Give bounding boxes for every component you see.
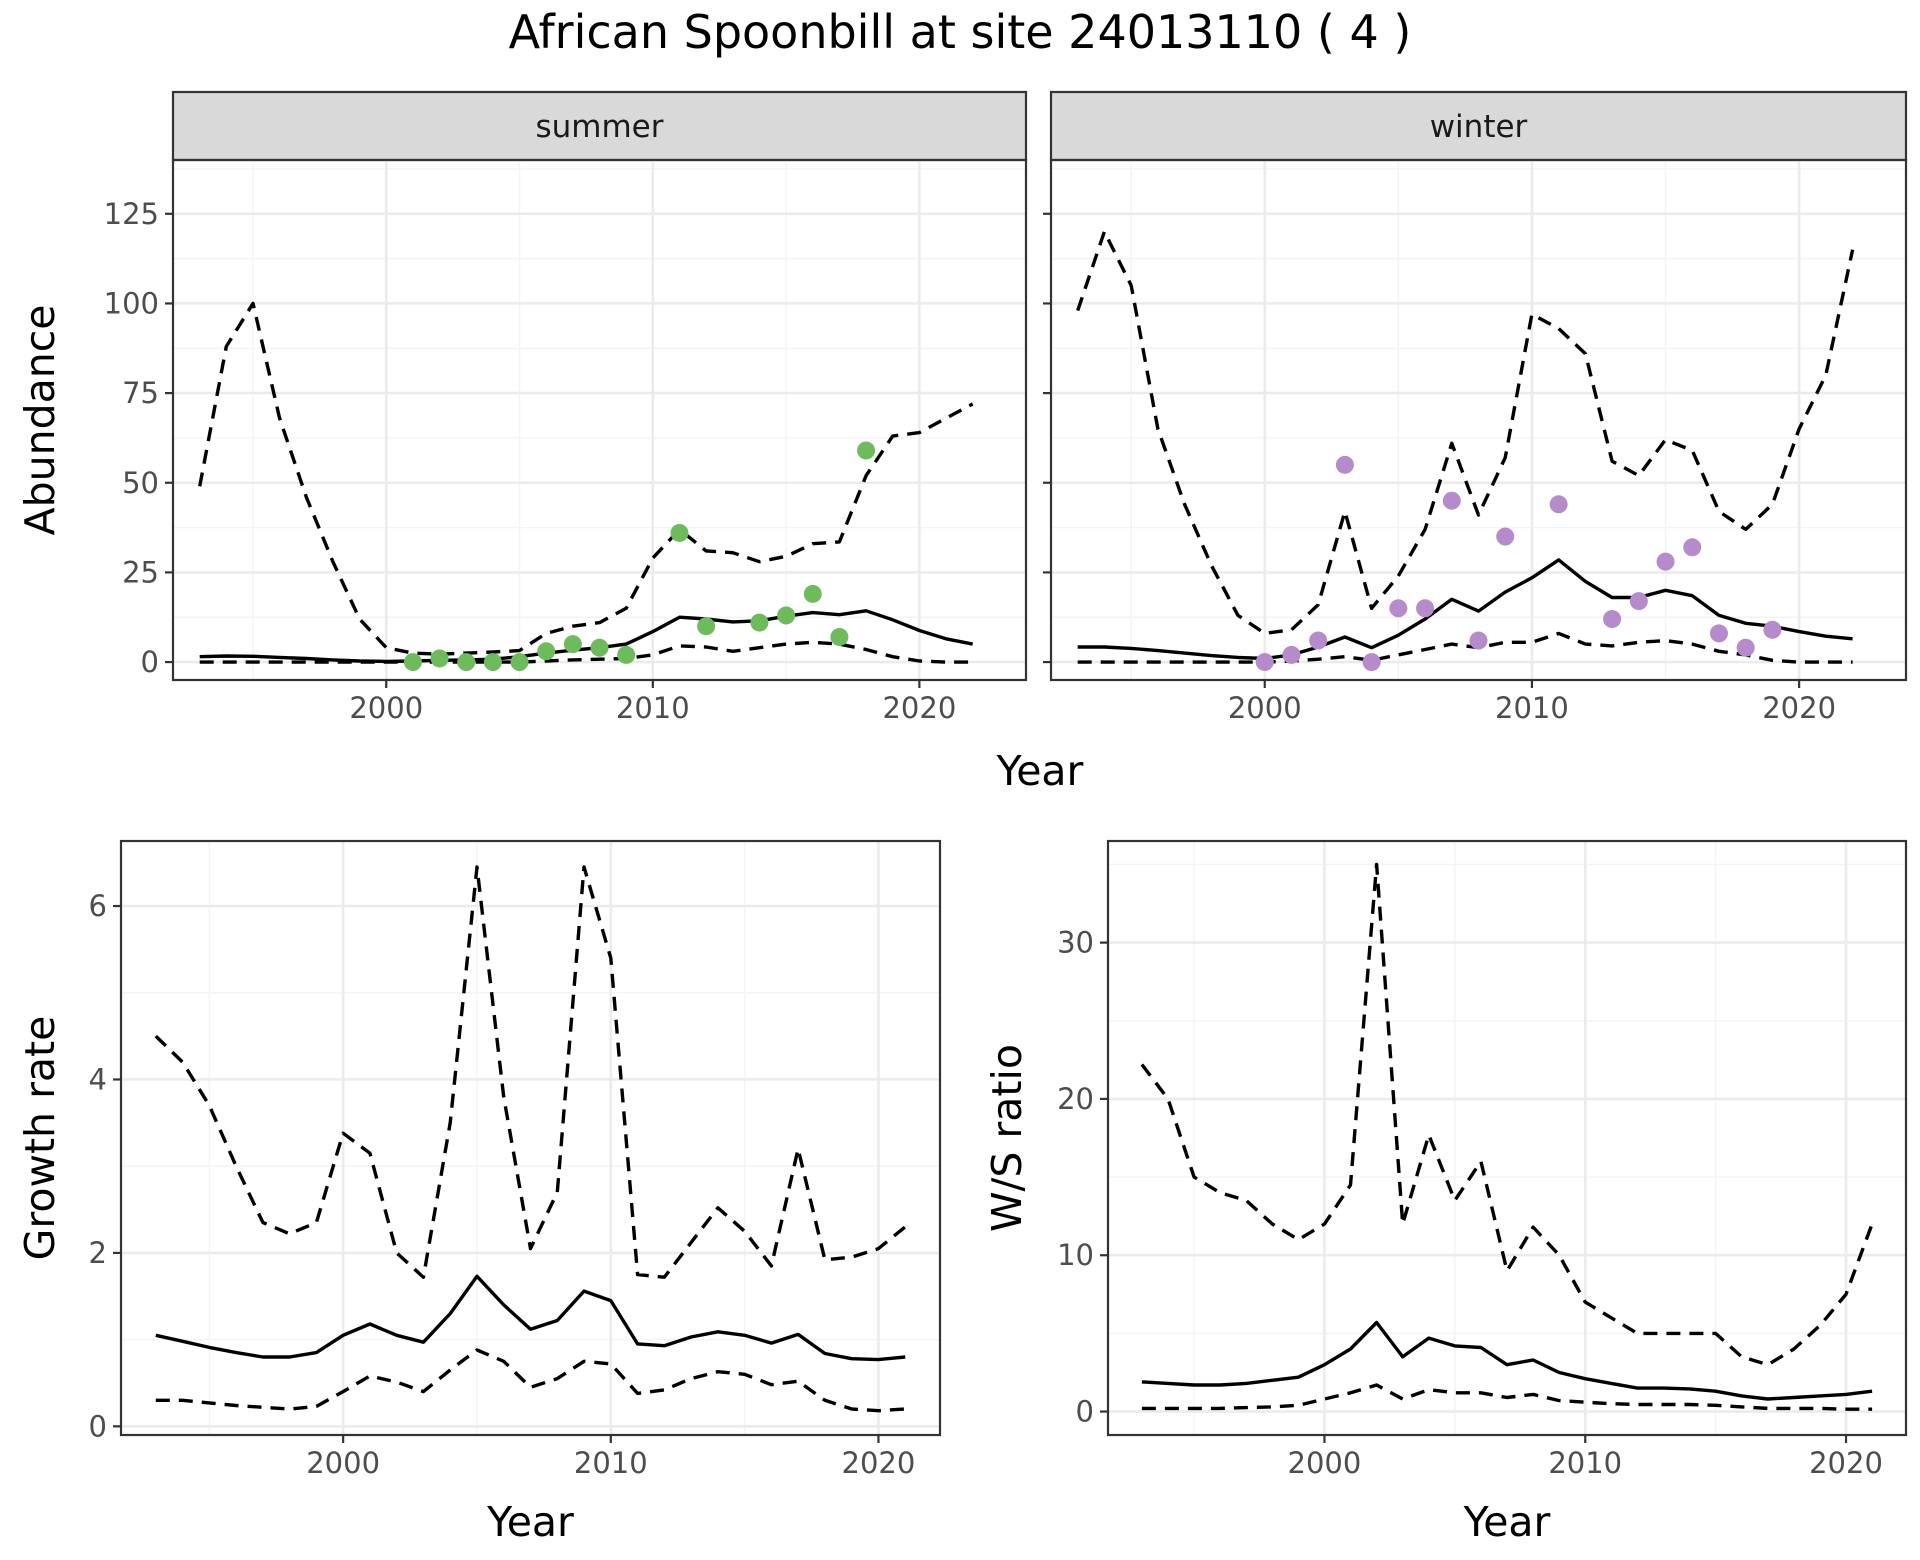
- lower-line: [1077, 631, 1853, 664]
- x-axis-title: Year: [486, 1498, 574, 1546]
- y-tick-label: 30: [1057, 926, 1094, 960]
- observed-point: [1603, 610, 1622, 629]
- estimate-line: [1077, 558, 1853, 661]
- x-tick-label: 2000: [349, 691, 423, 725]
- panel-border: [1049, 158, 1908, 682]
- panel-winter: winter 2000 2010 2020: [1043, 90, 1908, 725]
- observed-point: [510, 653, 529, 672]
- x-tick-label: 2020: [842, 1446, 916, 1480]
- x-tick-label: 2020: [1809, 1446, 1883, 1480]
- facet-strip: [171, 90, 1028, 162]
- upper-line: [1140, 862, 1874, 1367]
- lower-line: [1141, 1383, 1873, 1411]
- x-tick-label: 2000: [306, 1446, 380, 1480]
- observed-point: [1442, 491, 1461, 510]
- estimate-line: [1141, 1320, 1873, 1401]
- y-tick-label: 0: [141, 645, 159, 679]
- facet-label: summer: [535, 109, 663, 145]
- panel-border: [171, 158, 1028, 682]
- y-tick-label: 10: [1057, 1238, 1094, 1272]
- figure-title: African Spoonbill at site 24013110 ( 4 ): [509, 5, 1412, 59]
- observed-point: [1309, 631, 1328, 650]
- estimate-line: [155, 1274, 906, 1362]
- x-tick-label: 2000: [1228, 691, 1302, 725]
- x-tick-label: 2010: [616, 691, 690, 725]
- y-tick-label: 50: [122, 466, 159, 500]
- observed-point: [1549, 495, 1568, 514]
- observed-point: [430, 649, 449, 668]
- panel-ratio: 2000 2010 2020 0 10 20 30 Year W/S ratio: [983, 839, 1908, 1546]
- y-tick-label: 6: [89, 889, 107, 923]
- x-tick-label: 2010: [574, 1446, 648, 1480]
- observed-point: [1496, 527, 1515, 546]
- panel-border: [1106, 839, 1908, 1437]
- observed-point: [537, 642, 556, 661]
- panel-growth: 2000 2010 2020 0 2 4 6 Year Growth rate: [16, 839, 942, 1546]
- observed-point: [1763, 620, 1782, 639]
- observed-point: [750, 613, 769, 632]
- observed-point: [1335, 455, 1354, 474]
- observed-point: [403, 653, 422, 672]
- y-tick-label: 2: [89, 1236, 107, 1270]
- x-tick-label: 2000: [1288, 1446, 1362, 1480]
- observed-point: [803, 584, 822, 603]
- observed-point: [590, 638, 609, 657]
- x-axis-title: Year: [1463, 1498, 1551, 1546]
- x-tick-label: 2010: [1495, 691, 1569, 725]
- observed-point: [1282, 645, 1301, 664]
- observed-point: [670, 523, 689, 542]
- observed-point: [1629, 592, 1648, 611]
- observed-point: [777, 606, 796, 625]
- x-tick-label: 2010: [1548, 1446, 1622, 1480]
- observed-point: [1736, 638, 1755, 657]
- observed-point: [1709, 624, 1728, 643]
- y-tick-label: 75: [122, 376, 159, 410]
- upper-line: [198, 301, 974, 656]
- y-axis-title: Abundance: [16, 305, 64, 536]
- y-tick-label: 100: [104, 286, 159, 320]
- y-axis-title: Growth rate: [16, 1016, 64, 1261]
- observed-point: [1362, 653, 1381, 672]
- y-axis-title: W/S ratio: [983, 1044, 1031, 1232]
- y-tick-label: 0: [89, 1409, 107, 1443]
- x-tick-label: 2020: [1762, 691, 1836, 725]
- observed-point: [697, 617, 716, 636]
- observed-point: [857, 441, 876, 460]
- panel-border: [119, 839, 942, 1437]
- y-tick-label: 125: [104, 197, 159, 231]
- panel-summer: summer 2000 2010 2020 0 25 50 75 100 125 Year Abund…: [16, 90, 1084, 795]
- observed-point: [483, 653, 502, 672]
- upper-line: [1076, 230, 1855, 636]
- x-axis-title: Year: [996, 747, 1084, 795]
- x-tick-label: 2020: [882, 691, 956, 725]
- observed-point: [1416, 599, 1435, 618]
- facet-strip: [1049, 90, 1908, 162]
- y-tick-label: 20: [1057, 1082, 1094, 1116]
- observed-point: [1656, 552, 1675, 571]
- observed-point: [457, 653, 476, 672]
- observed-point: [1469, 631, 1488, 650]
- observed-point: [1683, 538, 1702, 557]
- y-tick-label: 0: [1076, 1395, 1094, 1429]
- facet-label: winter: [1430, 109, 1528, 145]
- observed-point: [830, 627, 849, 646]
- upper-line: [154, 865, 907, 1279]
- y-tick-label: 25: [122, 555, 159, 589]
- lower-line: [199, 640, 973, 664]
- lower-line: [155, 1348, 906, 1413]
- y-tick-label: 4: [89, 1062, 107, 1096]
- estimate-line: [199, 609, 974, 664]
- observed-point: [563, 635, 582, 654]
- observed-point: [1255, 653, 1274, 672]
- observed-point: [617, 645, 636, 664]
- observed-point: [1389, 599, 1408, 618]
